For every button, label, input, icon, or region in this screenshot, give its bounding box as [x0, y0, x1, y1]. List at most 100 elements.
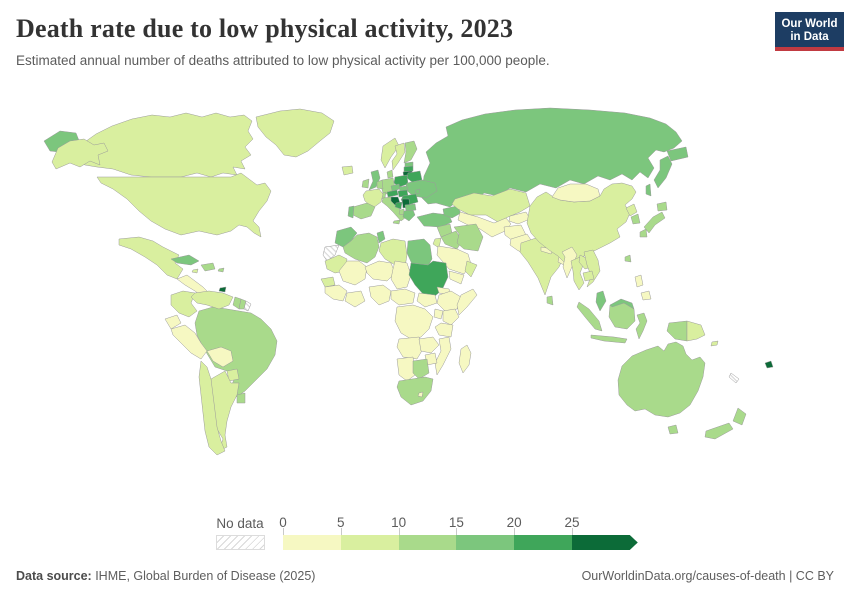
legend-segment[interactable]	[340, 535, 399, 550]
country-kazakhstan[interactable]	[451, 188, 531, 223]
country-algeria[interactable]	[342, 232, 380, 264]
country-russia-kamchatka[interactable]	[653, 155, 673, 189]
country-norway[interactable]	[380, 137, 400, 169]
country-papua-new-guinea[interactable]	[686, 320, 706, 342]
country-ethiopia[interactable]	[436, 290, 462, 312]
country-latvia[interactable]	[403, 165, 414, 173]
country-indonesia-java[interactable]	[590, 334, 628, 344]
country-guinea[interactable]	[324, 284, 348, 302]
country-new-zealand-south[interactable]	[704, 422, 734, 440]
country-ireland[interactable]	[361, 178, 370, 189]
country-french-guiana[interactable]	[243, 300, 252, 312]
country-greece[interactable]	[402, 209, 416, 222]
country-united-kingdom[interactable]	[368, 169, 381, 191]
country-united-states[interactable]	[96, 172, 272, 238]
country-denmark[interactable]	[386, 169, 394, 179]
country-italy-sicily[interactable]	[392, 219, 401, 225]
country-cameroon[interactable]	[390, 288, 416, 306]
country-madagascar[interactable]	[458, 344, 472, 374]
country-austria[interactable]	[386, 189, 399, 198]
country-myanmar[interactable]	[561, 246, 578, 279]
country-jamaica[interactable]	[191, 268, 199, 274]
country-cambodia[interactable]	[582, 270, 595, 282]
country-tunisia[interactable]	[376, 230, 386, 244]
country-lesotho[interactable]	[417, 391, 424, 398]
country-russia[interactable]	[420, 107, 683, 208]
country-kenya[interactable]	[442, 308, 460, 326]
country-mozambique[interactable]	[434, 336, 452, 376]
country-namibia[interactable]	[396, 356, 416, 382]
country-uganda[interactable]	[433, 308, 444, 320]
legend-segment[interactable]	[456, 535, 515, 550]
country-tasmania[interactable]	[667, 424, 679, 435]
country-mali[interactable]	[338, 260, 368, 286]
country-oman[interactable]	[464, 260, 478, 278]
legend-segment[interactable]	[398, 535, 457, 550]
country-philippines-mindanao[interactable]	[640, 290, 652, 301]
country-japan-honshu[interactable]	[643, 211, 666, 234]
country-turkey[interactable]	[416, 212, 453, 228]
country-ecuador[interactable]	[164, 314, 182, 330]
country-taiwan[interactable]	[624, 254, 632, 263]
country-mexico[interactable]	[118, 236, 184, 280]
country-western-sahara[interactable]	[322, 244, 340, 262]
country-moldova[interactable]	[414, 188, 421, 195]
country-nigeria[interactable]	[368, 284, 392, 306]
country-malaysia-peninsula[interactable]	[595, 290, 607, 312]
country-netherlands[interactable]	[376, 179, 384, 190]
country-indonesia-sumatra[interactable]	[576, 301, 603, 332]
country-kyrgyzstan[interactable]	[508, 211, 531, 225]
legend-segment[interactable]	[572, 535, 638, 550]
legend-no-data-swatch[interactable]	[216, 535, 265, 550]
country-iceland[interactable]	[341, 165, 354, 176]
country-solomon-islands[interactable]	[710, 340, 719, 347]
owid-logo[interactable]: Our World in Data	[775, 12, 844, 51]
country-niger[interactable]	[364, 260, 396, 282]
country-dominican-republic[interactable]	[200, 262, 216, 272]
country-fiji[interactable]	[764, 360, 774, 369]
country-poland[interactable]	[393, 174, 409, 188]
legend-segment[interactable]	[283, 535, 341, 550]
country-greenland[interactable]	[255, 108, 335, 158]
country-spain[interactable]	[352, 202, 376, 220]
legend-segment[interactable]	[514, 535, 572, 550]
country-philippines-luzon[interactable]	[634, 274, 644, 288]
country-iran[interactable]	[453, 223, 484, 252]
country-sri-lanka[interactable]	[546, 295, 554, 306]
country-indonesia-papua[interactable]	[666, 320, 688, 342]
owid-url-link[interactable]: OurWorldinData.org/causes-of-death | CC …	[581, 569, 834, 583]
country-portugal[interactable]	[347, 205, 355, 219]
country-colombia[interactable]	[170, 290, 198, 318]
country-south-sudan[interactable]	[416, 292, 438, 308]
country-angola[interactable]	[396, 336, 424, 360]
country-bulgaria[interactable]	[404, 203, 417, 212]
country-botswana[interactable]	[412, 358, 430, 380]
country-puerto-rico[interactable]	[217, 267, 225, 273]
country-venezuela[interactable]	[190, 290, 234, 310]
country-chile[interactable]	[198, 360, 226, 456]
legend-color-bar[interactable]	[283, 535, 638, 550]
country-south-africa[interactable]	[396, 376, 434, 406]
country-russia-east-fragment[interactable]	[666, 146, 689, 162]
country-mongolia[interactable]	[551, 183, 601, 203]
country-egypt[interactable]	[406, 238, 433, 267]
country-bolivia[interactable]	[206, 346, 234, 368]
country-north-korea[interactable]	[625, 203, 638, 217]
country-bosnia[interactable]	[394, 201, 403, 210]
country-alaska[interactable]	[51, 138, 109, 170]
country-yemen[interactable]	[448, 270, 465, 285]
country-new-zealand-north[interactable]	[732, 407, 747, 426]
country-finland[interactable]	[403, 140, 418, 164]
country-somalia[interactable]	[456, 288, 478, 316]
country-peru[interactable]	[170, 324, 208, 360]
country-tanzania[interactable]	[434, 322, 454, 338]
country-zambia[interactable]	[418, 336, 440, 354]
country-new-caledonia[interactable]	[728, 372, 740, 384]
country-australia[interactable]	[617, 341, 706, 418]
country-drc[interactable]	[394, 304, 434, 340]
country-japan-kyushu[interactable]	[639, 228, 648, 238]
country-malaysia-borneo[interactable]	[609, 298, 635, 310]
country-japan-hokkaido[interactable]	[656, 201, 668, 212]
country-chad[interactable]	[390, 260, 412, 290]
country-senegal[interactable]	[320, 276, 336, 288]
